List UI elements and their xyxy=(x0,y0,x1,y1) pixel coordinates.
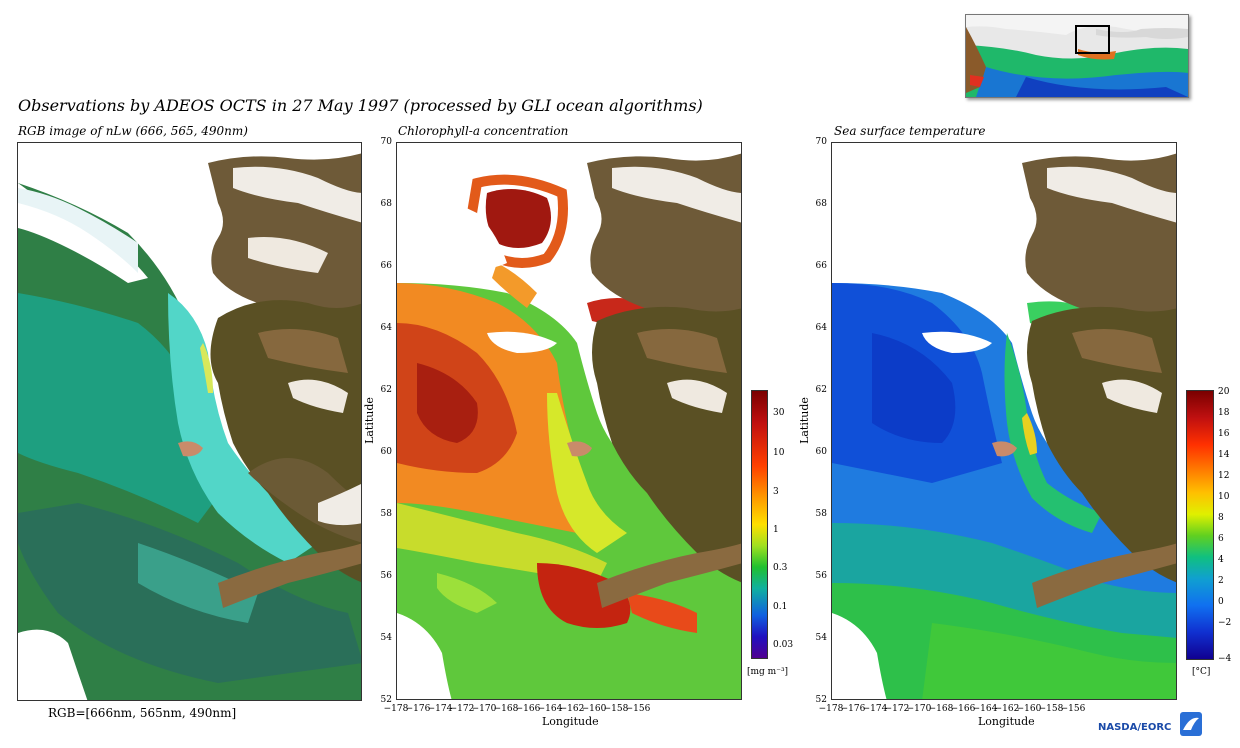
nasda-logo-icon xyxy=(1180,712,1202,736)
sst-lat-tick: 52 xyxy=(815,695,827,705)
sst-panel-caption: Sea surface temperature xyxy=(834,124,986,138)
chl-lat-tick: 64 xyxy=(380,323,392,333)
chl-lat-tick: 56 xyxy=(380,571,392,581)
chl-cbar-tick: 1 xyxy=(773,525,779,535)
sst-cbar-tick: 6 xyxy=(1218,534,1224,544)
sst-lat-tick: 56 xyxy=(815,571,827,581)
chl-cbar-tick: 0.3 xyxy=(773,563,788,573)
chl-lon-tick: −172 xyxy=(449,704,475,714)
sst-lon-tick: −166 xyxy=(950,704,976,714)
sst-map-panel xyxy=(831,142,1177,700)
chl-panel-caption: Chlorophyll-a concentration xyxy=(398,124,569,138)
chl-lat-tick: 68 xyxy=(380,199,392,209)
sst-colorbar-unit: [°C] xyxy=(1192,667,1211,677)
rgb-image-panel xyxy=(17,142,362,701)
chl-cbar-tick: 0.03 xyxy=(773,640,794,650)
sst-lat-tick: 68 xyxy=(815,199,827,209)
sst-lon-tick: −160 xyxy=(1016,704,1042,714)
chl-lon-tick: −166 xyxy=(515,704,541,714)
chl-lon-tick: −178 xyxy=(383,704,409,714)
sst-cbar-tick: 12 xyxy=(1218,471,1230,481)
chl-lon-tick: −164 xyxy=(537,704,563,714)
chl-lon-tick: −162 xyxy=(559,704,585,714)
sst-lat-tick: 60 xyxy=(815,447,827,457)
chl-cbar-tick: 10 xyxy=(773,448,785,458)
sst-cbar-tick: −4 xyxy=(1218,654,1232,664)
sst-lon-tick: −164 xyxy=(972,704,998,714)
chl-lat-tick: 52 xyxy=(380,695,392,705)
sst-lon-tick: −172 xyxy=(884,704,910,714)
sst-lon-tick: −162 xyxy=(994,704,1020,714)
sst-ylabel: Latitude xyxy=(797,397,811,444)
chl-cbar-tick: 0.1 xyxy=(773,602,788,612)
sst-cbar-tick: −2 xyxy=(1218,618,1232,628)
sst-cbar-tick: 10 xyxy=(1218,492,1230,502)
sst-cbar-tick: 16 xyxy=(1218,429,1230,439)
sst-lon-tick: −168 xyxy=(928,704,954,714)
chl-lat-tick: 66 xyxy=(380,261,392,271)
sst-cbar-tick: 2 xyxy=(1218,576,1224,586)
chl-lon-tick: −156 xyxy=(625,704,651,714)
chl-lon-tick: −158 xyxy=(603,704,629,714)
sst-lon-tick: −156 xyxy=(1060,704,1086,714)
sst-cbar-tick: 20 xyxy=(1218,387,1230,397)
rgb-panel-footer: RGB=[666nm, 565nm, 490nm] xyxy=(48,706,237,720)
sst-lon-tick: −176 xyxy=(840,704,866,714)
chl-xlabel: Longitude xyxy=(542,715,599,728)
chl-ylabel: Latitude xyxy=(362,397,376,444)
sst-lat-tick: 58 xyxy=(815,509,827,519)
page-title: Observations by ADEOS OCTS in 27 May 199… xyxy=(18,96,703,115)
sst-cbar-tick: 4 xyxy=(1218,555,1224,565)
sst-lat-tick: 70 xyxy=(815,137,827,147)
chl-colorbar-unit: [mg m⁻³] xyxy=(747,667,789,677)
sst-map-image xyxy=(832,143,1176,699)
chl-colorbar xyxy=(751,390,768,659)
sst-cbar-tick: 14 xyxy=(1218,450,1230,460)
chl-map-panel xyxy=(396,142,742,700)
chl-lon-tick: −160 xyxy=(581,704,607,714)
sst-cbar-tick: 8 xyxy=(1218,513,1224,523)
nasda-eorc-logo-text: NASDA/EORC xyxy=(1098,722,1172,733)
sst-lon-tick: −158 xyxy=(1038,704,1064,714)
rgb-panel-caption: RGB image of nLw (666, 565, 490nm) xyxy=(18,124,248,138)
sst-colorbar xyxy=(1186,390,1214,660)
chl-map-image xyxy=(397,143,741,699)
rgb-nlw-image xyxy=(18,143,361,700)
sst-lat-tick: 54 xyxy=(815,633,827,643)
chl-lon-tick: −174 xyxy=(427,704,453,714)
sst-lon-tick: −174 xyxy=(862,704,888,714)
overview-map-graphic xyxy=(966,15,1188,97)
sst-lat-tick: 64 xyxy=(815,323,827,333)
sst-cbar-tick: 18 xyxy=(1218,408,1230,418)
sst-xlabel: Longitude xyxy=(978,715,1035,728)
sst-lat-tick: 62 xyxy=(815,385,827,395)
chl-lat-tick: 62 xyxy=(380,385,392,395)
chl-lon-tick: −170 xyxy=(471,704,497,714)
sst-lon-tick: −178 xyxy=(818,704,844,714)
chl-lat-tick: 54 xyxy=(380,633,392,643)
chl-lat-tick: 60 xyxy=(380,447,392,457)
sst-lon-tick: −170 xyxy=(906,704,932,714)
chl-lon-tick: −168 xyxy=(493,704,519,714)
chl-cbar-tick: 3 xyxy=(773,487,779,497)
sst-cbar-tick: 0 xyxy=(1218,597,1224,607)
overview-inset-map xyxy=(965,14,1189,98)
chl-cbar-tick: 30 xyxy=(773,408,785,418)
chl-lon-tick: −176 xyxy=(405,704,431,714)
chl-lat-tick: 58 xyxy=(380,509,392,519)
chl-lat-tick: 70 xyxy=(380,137,392,147)
sst-lat-tick: 66 xyxy=(815,261,827,271)
